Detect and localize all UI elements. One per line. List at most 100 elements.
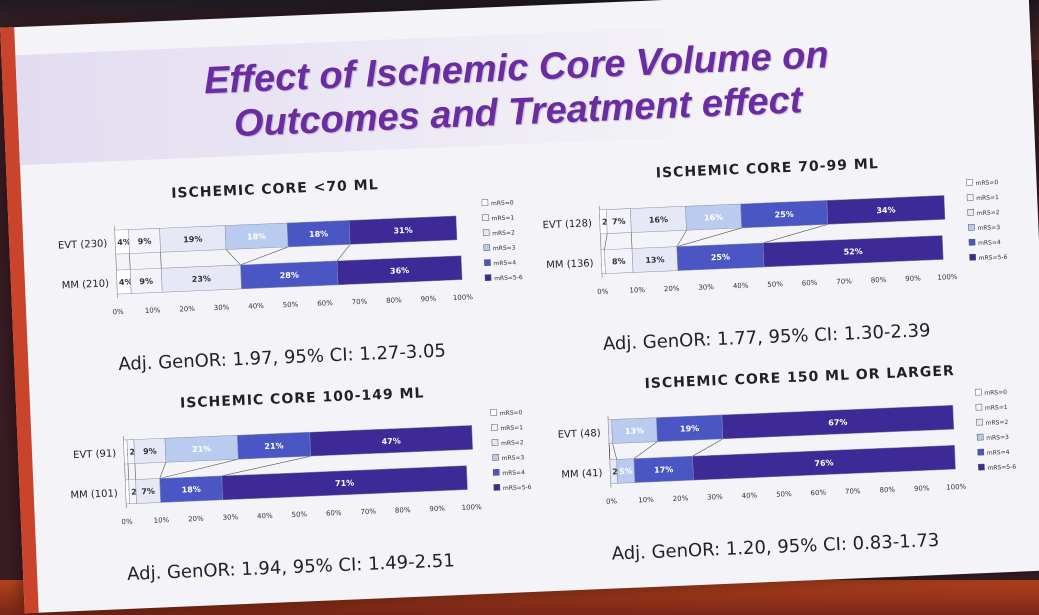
x-tick-label: 30% xyxy=(214,303,230,312)
row-label: EVT (128) xyxy=(542,218,592,231)
legend-label: mRS=3 xyxy=(986,434,1009,442)
legend-swatch xyxy=(484,259,491,266)
x-tick-label: 20% xyxy=(664,285,680,294)
legend-swatch xyxy=(966,193,974,201)
data-label: 13% xyxy=(625,426,645,436)
data-label: 9% xyxy=(138,237,152,247)
data-label: 17% xyxy=(654,465,674,475)
mrs-connector-line xyxy=(604,233,608,250)
legend-swatch xyxy=(976,433,984,441)
bar-segment xyxy=(348,215,458,245)
legend-label: mRS=3 xyxy=(502,454,525,462)
x-tick-label: 100% xyxy=(453,293,474,302)
x-tick-label: 50% xyxy=(291,510,307,519)
legend-swatch xyxy=(481,199,489,207)
data-label: 47% xyxy=(381,436,401,446)
data-label: 5% xyxy=(619,467,633,477)
mrs-connector-line xyxy=(676,227,742,247)
x-tick-label: 50% xyxy=(767,280,783,289)
x-tick-label: 80% xyxy=(386,296,402,305)
legend-label: mRS=1 xyxy=(976,194,999,202)
data-label: 67% xyxy=(828,418,848,428)
legend-label: mRS=4 xyxy=(987,449,1010,457)
x-tick-label: 40% xyxy=(733,282,749,291)
x-tick-label: 10% xyxy=(145,306,161,315)
x-tick-label: 30% xyxy=(222,513,238,522)
legend-label: mRS=4 xyxy=(978,239,1001,247)
panel-title: ISCHEMIC CORE 100-149 ML xyxy=(179,385,425,412)
data-label: 4% xyxy=(117,238,131,248)
mrs-connector-line xyxy=(762,224,828,244)
panel-title: ISCHEMIC CORE <70 ML xyxy=(170,177,379,202)
legend-swatch xyxy=(978,463,985,471)
row-label: MM (101) xyxy=(70,488,118,501)
data-label: 21% xyxy=(264,441,284,451)
legend-swatch xyxy=(492,469,500,476)
legend-swatch xyxy=(977,448,985,456)
x-tick-label: 100% xyxy=(937,273,958,282)
x-tick-label: 20% xyxy=(673,494,689,503)
data-label: 18% xyxy=(309,229,329,239)
row-label: MM (41) xyxy=(561,468,602,481)
data-label: 25% xyxy=(711,252,731,262)
bar-segment xyxy=(309,425,473,457)
legend-swatch xyxy=(484,274,492,281)
mrs-connector-line xyxy=(159,458,239,479)
mrs-connector-line xyxy=(240,246,289,266)
bar-segment xyxy=(826,195,946,225)
mrs-connector-line xyxy=(129,253,131,270)
legend-label: mRS=2 xyxy=(977,209,1000,217)
data-label: 23% xyxy=(192,274,212,284)
stacked-bar-chart: EVT (230) 4% 9% 19% 18% 18% 31% MM (210) 4% 9% 23%… xyxy=(58,199,523,316)
x-tick-label: 60% xyxy=(326,509,342,518)
legend-label: mRS=2 xyxy=(501,439,524,447)
x-tick-label: 80% xyxy=(395,506,411,515)
x-tick-label: 30% xyxy=(698,283,714,292)
legend-swatch xyxy=(969,253,977,261)
legend-swatch xyxy=(967,208,975,216)
x-tick-label: 10% xyxy=(638,496,654,505)
x-tick-label: 80% xyxy=(879,486,895,495)
x-tick-label: 90% xyxy=(420,295,436,304)
data-label: 7% xyxy=(612,217,626,227)
x-tick-label: 80% xyxy=(871,276,887,285)
legend-swatch xyxy=(492,454,499,461)
legend-label: mRS=2 xyxy=(985,419,1008,427)
data-label: 34% xyxy=(876,205,896,215)
x-tick-label: 50% xyxy=(283,301,299,310)
x-tick-label: 20% xyxy=(179,305,195,314)
legend-swatch xyxy=(490,424,498,431)
legend-swatch xyxy=(968,238,976,246)
data-label: 16% xyxy=(704,213,724,223)
data-label: 36% xyxy=(390,266,410,276)
x-tick-label: 40% xyxy=(741,492,757,501)
bar-segment xyxy=(336,255,463,286)
legend-label: mRS=1 xyxy=(491,214,514,222)
mrs-connector-line xyxy=(676,230,687,247)
data-label: 71% xyxy=(335,478,355,488)
data-label: 31% xyxy=(393,226,413,236)
x-tick-label: 20% xyxy=(188,515,204,524)
x-tick-label: 10% xyxy=(154,516,170,525)
row-label: EVT (48) xyxy=(558,428,601,441)
stacked-bar-chart: EVT (91)1%2%9%21%21%47%MM (101)1%2%7%18%… xyxy=(70,409,532,526)
bar-segment xyxy=(221,465,468,501)
data-label: 76% xyxy=(814,458,834,468)
legend-label: mRS=1 xyxy=(985,404,1008,412)
legend-swatch xyxy=(966,178,973,186)
data-label: 25% xyxy=(775,210,795,220)
chart-panel-core-70-99: ISCHEMIC CORE 70-99 ML EVT (128)2%7%16%1… xyxy=(526,151,1014,371)
mrs-connector-line xyxy=(221,455,311,477)
row-label: MM (136) xyxy=(546,258,594,271)
x-tick-label: 10% xyxy=(629,286,645,295)
chart-panel-core-lt-70: ISCHEMIC CORE <70 ML EVT (230) 4% 9% 19% 18%… xyxy=(41,171,529,391)
x-tick-label: 60% xyxy=(802,279,818,288)
stacked-bar-chart: EVT (128)2%7%16%16%25%34%MM (136)1%8%13%… xyxy=(542,178,1008,296)
legend-swatch xyxy=(490,409,498,416)
x-tick-label: 100% xyxy=(462,503,483,512)
legend-swatch xyxy=(491,439,499,446)
x-tick-label: 60% xyxy=(317,299,333,308)
row-label: EVT (91) xyxy=(73,448,116,461)
x-tick-label: 30% xyxy=(707,493,723,502)
